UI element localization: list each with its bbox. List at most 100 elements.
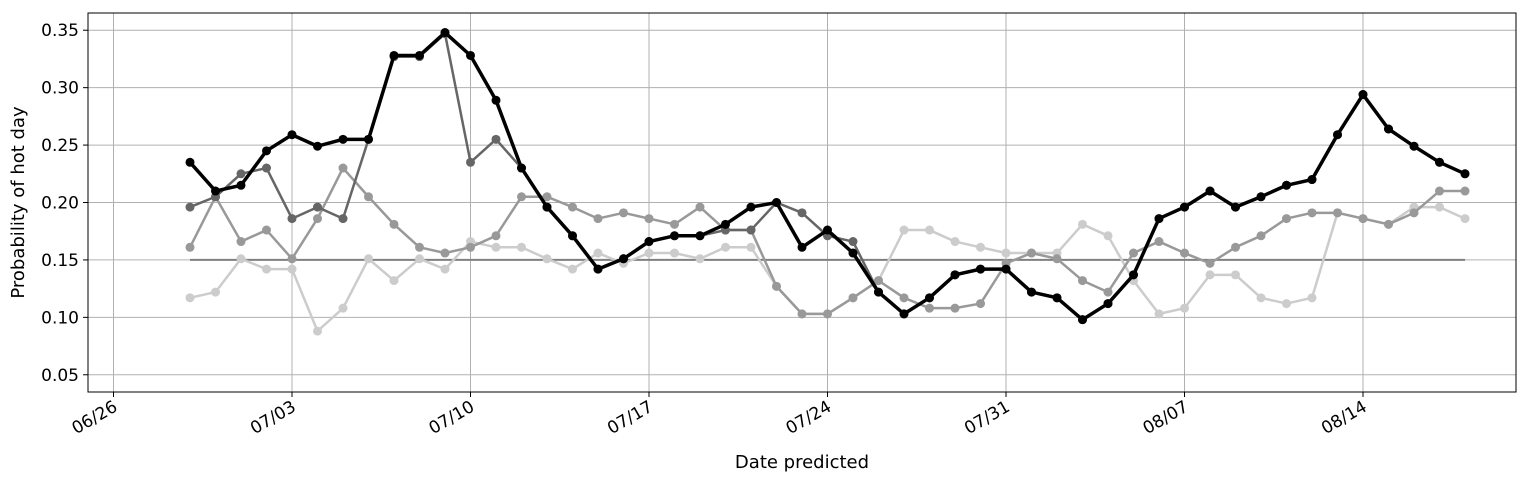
- data-point: [415, 242, 424, 252]
- data-point: [211, 186, 220, 196]
- data-point: [313, 202, 322, 212]
- y-tick-label: 0.35: [41, 21, 79, 41]
- data-point: [1384, 124, 1393, 134]
- data-point: [1460, 186, 1470, 196]
- data-point: [1154, 309, 1164, 319]
- data-point: [568, 202, 577, 212]
- data-point: [491, 242, 501, 252]
- data-point: [644, 248, 654, 258]
- data-point: [1078, 315, 1087, 325]
- data-point: [1256, 192, 1266, 202]
- data-point: [440, 248, 450, 258]
- data-point: [1052, 254, 1062, 264]
- data-point: [644, 237, 654, 247]
- data-point: [287, 254, 297, 264]
- data-point: [568, 264, 577, 274]
- data-point: [1205, 258, 1215, 268]
- data-point: [1078, 276, 1087, 286]
- data-point: [899, 309, 909, 319]
- data-point: [797, 309, 807, 319]
- data-point: [976, 264, 985, 274]
- data-point: [1333, 130, 1342, 140]
- data-point: [262, 163, 271, 173]
- data-point: [1154, 214, 1164, 224]
- data-point: [440, 28, 450, 38]
- data-point: [1078, 219, 1087, 229]
- y-axis-label: Probability of hot day: [8, 106, 29, 299]
- data-point: [1052, 293, 1062, 303]
- data-point: [1384, 219, 1393, 229]
- data-point: [1358, 90, 1368, 100]
- data-point: [415, 254, 424, 264]
- data-point: [797, 242, 807, 252]
- data-point: [517, 163, 526, 173]
- data-point: [185, 293, 195, 303]
- data-point: [236, 237, 246, 247]
- x-axis-label: Date predicted: [735, 452, 869, 473]
- data-point: [236, 254, 246, 264]
- data-point: [1282, 214, 1291, 224]
- data-point: [1282, 180, 1291, 190]
- data-point: [1103, 231, 1113, 241]
- data-point: [338, 134, 348, 144]
- data-point: [466, 50, 475, 60]
- data-point: [772, 198, 781, 207]
- data-point: [1460, 169, 1470, 179]
- data-point: [746, 202, 756, 212]
- x-tick-label: 07/03: [247, 397, 299, 439]
- data-point: [466, 242, 475, 252]
- series-group: [185, 28, 1470, 336]
- data-point: [415, 50, 424, 60]
- data-point: [1205, 186, 1215, 196]
- data-point: [236, 169, 246, 179]
- data-point: [338, 303, 348, 313]
- data-point: [313, 141, 322, 151]
- data-point: [542, 202, 552, 212]
- data-point: [1409, 141, 1419, 151]
- data-point: [1435, 157, 1444, 167]
- data-point: [695, 202, 705, 212]
- data-point: [1435, 186, 1444, 196]
- data-point: [950, 237, 960, 247]
- data-point: [1180, 202, 1189, 212]
- data-point: [1256, 231, 1266, 241]
- data-point: [670, 219, 679, 229]
- data-point: [1307, 208, 1317, 218]
- data-point: [721, 242, 730, 252]
- data-point: [211, 287, 220, 297]
- y-tick-label: 0.25: [41, 136, 79, 156]
- data-point: [389, 276, 399, 286]
- data-point: [619, 254, 628, 264]
- x-tick-label: 08/14: [1318, 397, 1370, 439]
- data-point: [848, 248, 858, 258]
- data-point: [1333, 208, 1342, 218]
- data-point: [848, 293, 858, 303]
- x-tick-label: 07/10: [426, 397, 478, 439]
- x-tick-label: 07/24: [783, 397, 835, 439]
- data-point: [925, 303, 934, 313]
- data-point: [797, 208, 807, 218]
- data-point: [338, 214, 348, 224]
- data-point: [1129, 248, 1138, 258]
- data-point: [1103, 287, 1113, 297]
- data-point: [262, 225, 271, 235]
- data-point: [772, 281, 781, 291]
- data-point: [874, 276, 883, 286]
- data-point: [287, 264, 297, 274]
- data-point: [619, 208, 628, 218]
- y-axis: 0.05 0.10 0.15 0.20 0.25 0.30 0.35: [41, 21, 88, 386]
- data-point: [1435, 202, 1444, 212]
- data-point: [746, 225, 756, 235]
- data-point: [364, 192, 373, 202]
- data-point: [389, 50, 399, 60]
- data-point: [593, 214, 603, 224]
- data-point: [542, 254, 552, 264]
- data-point: [695, 254, 705, 264]
- data-point: [874, 287, 883, 297]
- y-tick-label: 0.10: [41, 308, 79, 328]
- data-point: [976, 242, 985, 252]
- data-point: [185, 202, 195, 212]
- data-point: [185, 157, 195, 167]
- data-point: [1154, 237, 1164, 247]
- data-point: [1409, 208, 1419, 218]
